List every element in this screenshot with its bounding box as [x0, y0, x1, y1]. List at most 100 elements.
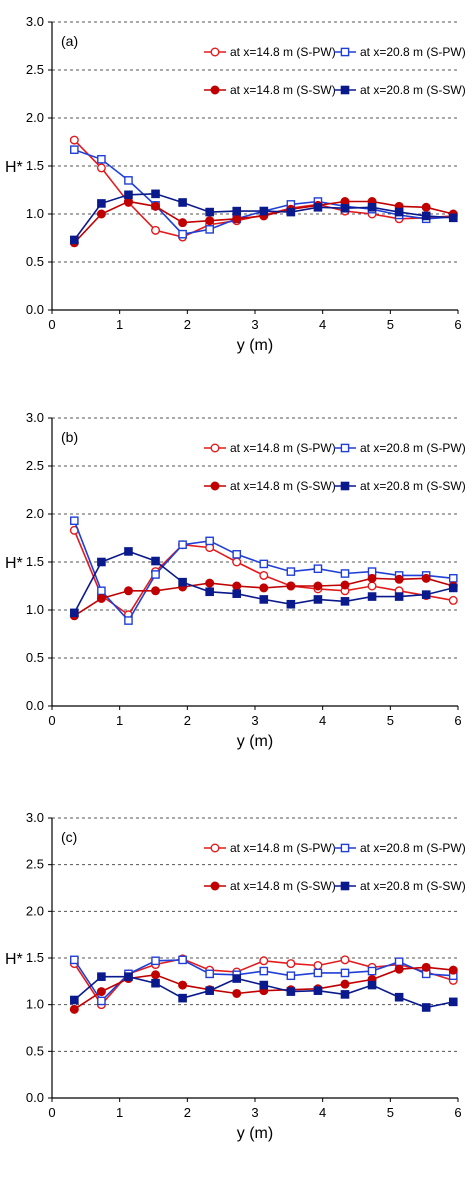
data-point — [232, 988, 242, 998]
x-axis-label: y (m) — [237, 733, 273, 750]
data-point — [151, 556, 160, 566]
data-point — [97, 972, 106, 981]
series — [70, 972, 458, 1012]
data-point — [259, 956, 269, 966]
data-point — [448, 213, 458, 223]
data-point — [313, 595, 323, 604]
data-point — [205, 216, 215, 226]
data-point — [259, 206, 269, 216]
legend-marker — [210, 843, 220, 853]
x-tick-label: 6 — [454, 317, 461, 332]
data-point — [394, 574, 404, 584]
y-tick-label: 2.0 — [26, 903, 44, 918]
data-point — [421, 1003, 431, 1012]
y-tick-label: 2.5 — [26, 857, 44, 872]
series — [70, 516, 458, 625]
data-point — [151, 956, 160, 966]
x-tick-label: 3 — [251, 713, 258, 728]
x-tick-label: 3 — [251, 317, 258, 332]
legend-marker — [210, 481, 220, 491]
series-line — [73, 520, 454, 622]
y-tick-label: 3.0 — [26, 410, 44, 425]
data-point — [97, 557, 106, 567]
y-tick-label: 1.5 — [26, 158, 44, 173]
data-point — [286, 987, 296, 996]
chart-panel: 0.0 0.5 1.0 1.5 2.0 2.5 3.0 0 1 2 3 4 5 6 H* y (m) (b) at… — [5, 410, 466, 750]
data-point — [367, 966, 377, 976]
data-point — [124, 547, 133, 556]
y-tick-label: 0.0 — [26, 1090, 44, 1105]
y-axis-label: H* — [5, 555, 23, 572]
data-point — [313, 986, 323, 995]
data-point — [313, 960, 323, 970]
data-point — [124, 176, 133, 185]
data-point — [340, 597, 350, 606]
legend-label: at x=14.8 m (S-SW) — [230, 83, 336, 97]
y-tick-label: 0.5 — [26, 254, 44, 269]
data-point — [96, 593, 106, 603]
data-point — [123, 586, 133, 596]
legend-marker — [340, 843, 350, 853]
data-point — [367, 581, 377, 591]
data-point — [178, 540, 187, 550]
legend-marker — [340, 85, 350, 95]
data-point — [259, 980, 269, 990]
legend-label: at x=20.8 m (S-PW) — [360, 441, 466, 455]
legend-label: at x=20.8 m (S-SW) — [360, 479, 466, 493]
series-line — [73, 139, 454, 238]
data-point — [394, 992, 404, 1002]
data-point — [286, 599, 296, 609]
legend: at x=14.8 m (S-PW) at x=20.8 m (S-PW) at x… — [204, 841, 466, 893]
data-point — [124, 972, 133, 981]
y-tick-label: 0.5 — [26, 650, 44, 665]
data-point — [151, 586, 161, 596]
data-point — [286, 971, 296, 981]
data-point — [340, 580, 350, 590]
panel-label: (a) — [61, 33, 78, 49]
data-point — [205, 207, 214, 217]
data-point — [232, 206, 242, 216]
data-point — [421, 211, 431, 221]
data-point — [232, 974, 242, 983]
data-point — [70, 516, 79, 526]
data-point — [259, 570, 269, 580]
data-point — [448, 595, 458, 605]
data-point — [97, 154, 106, 164]
data-point — [97, 199, 106, 208]
y-tick-label: 0.0 — [26, 302, 44, 317]
x-tick-label: 4 — [319, 1105, 326, 1120]
x-tick-label: 0 — [48, 1105, 55, 1120]
data-point — [232, 550, 242, 559]
data-point — [340, 203, 350, 213]
legend-marker — [340, 881, 350, 891]
data-point — [205, 578, 215, 588]
y-tick-label: 0.0 — [26, 698, 44, 713]
y-tick-label: 2.0 — [26, 506, 44, 521]
data-point — [151, 570, 160, 579]
data-point — [286, 207, 296, 217]
y-tick-label: 1.0 — [26, 602, 44, 617]
data-point — [448, 965, 458, 975]
data-point — [421, 590, 431, 599]
legend-label: at x=14.8 m (S-PW) — [230, 841, 336, 855]
x-tick-label: 2 — [184, 1105, 191, 1120]
data-point — [259, 583, 269, 593]
legend-label: at x=20.8 m (S-PW) — [360, 841, 466, 855]
data-point — [151, 978, 160, 988]
data-point — [151, 970, 161, 980]
data-point — [313, 968, 323, 978]
chart-panel: 0.0 0.5 1.0 1.5 2.0 2.5 3.0 0 1 2 3 4 5 6 H* y (m) (a) at… — [5, 14, 466, 354]
legend-marker — [340, 443, 350, 453]
series — [70, 547, 458, 618]
data-point — [96, 987, 106, 997]
data-point — [367, 592, 377, 601]
data-point — [394, 957, 404, 967]
y-tick-label: 1.5 — [26, 950, 44, 965]
data-point — [367, 202, 377, 212]
data-point — [178, 229, 187, 239]
legend-marker — [210, 47, 220, 57]
data-point — [70, 145, 79, 154]
legend-marker — [210, 443, 220, 453]
data-point — [421, 573, 431, 583]
data-point — [151, 225, 161, 235]
